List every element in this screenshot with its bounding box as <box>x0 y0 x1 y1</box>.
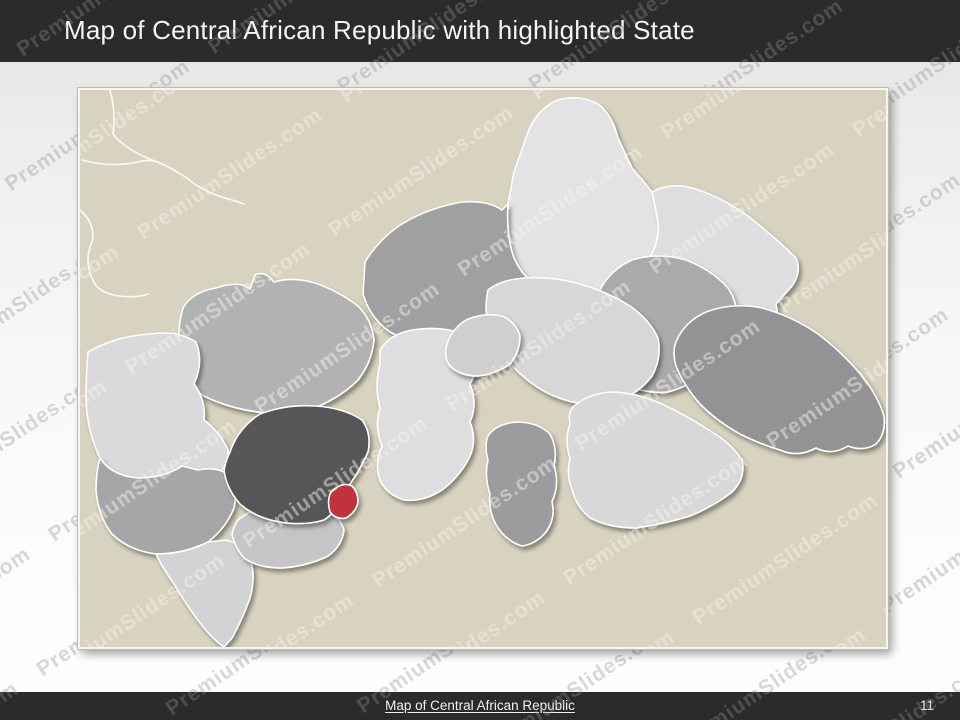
footer-title: Map of Central African Republic <box>385 698 575 713</box>
region-mambere-kadei[interactable] <box>95 457 237 555</box>
region-ouham-pende[interactable] <box>177 272 375 415</box>
map-panel[interactable]: PremiumSlides.com PremiumSlides.com Prem… <box>78 88 888 649</box>
region-haut-mbomou[interactable] <box>673 304 886 455</box>
neighbor-country-borders <box>80 90 245 298</box>
region-mbomou[interactable] <box>566 391 744 529</box>
region-nana-grebizi[interactable] <box>444 313 521 377</box>
region-basse-kotto[interactable] <box>485 421 558 547</box>
footer-bar: Map of Central African Republic 11 <box>0 692 960 720</box>
page-number: 11 <box>919 698 934 713</box>
neighbor-border-line <box>109 90 245 205</box>
neighbor-border-line <box>80 209 149 298</box>
prefecture-regions <box>85 96 886 647</box>
slide-title: Map of Central African Republic with hig… <box>64 15 695 45</box>
car-map <box>80 90 886 647</box>
header-bar: Map of Central African Republic with hig… <box>0 0 960 62</box>
region-bangui-highlighted[interactable] <box>327 483 359 520</box>
region-sangha-mbaere[interactable] <box>155 539 254 647</box>
neighbor-border-line <box>81 159 163 166</box>
